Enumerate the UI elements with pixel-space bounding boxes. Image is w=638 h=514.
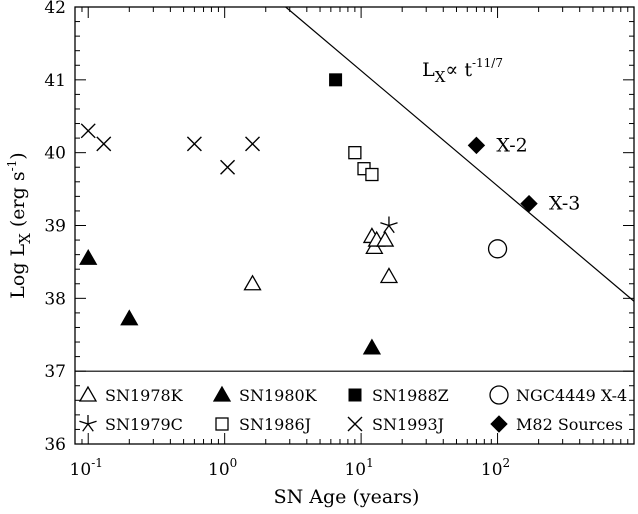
legend-marker-sn1978k — [78, 385, 98, 402]
fit-line-label: LX∝ t-11/7 — [422, 56, 503, 86]
x-tick-label: 100 — [208, 456, 237, 480]
x-tick-base: 10 — [344, 460, 366, 480]
legend: SN1978K SN1980K SN1988Z NGC4449 X-4 SN1979C S… — [78, 385, 627, 434]
plot-area — [74, 6, 635, 445]
point-sn1978k — [379, 267, 399, 284]
x-tick-label: 10-1 — [70, 456, 103, 480]
legend-label-sn1978k: SN1978K — [105, 386, 184, 405]
x-tick-label: 102 — [481, 456, 510, 480]
x-tick-exponent: 0 — [230, 456, 238, 470]
y-tick-label: 39 — [44, 217, 66, 237]
point-sn1993j — [245, 136, 261, 152]
y-label-units-exponent: -1 — [5, 160, 19, 172]
legend-item-sn1979c: SN1979C — [79, 415, 183, 434]
x-tick-base: 10 — [208, 460, 230, 480]
x-tick-exponent: 1 — [366, 456, 374, 470]
legend-marker-sn1986j — [215, 417, 229, 431]
legend-item-m82-sources: M82 Sources — [490, 415, 623, 434]
legend-marker-sn1979c — [79, 415, 97, 432]
point-sn1978k — [243, 274, 262, 291]
legend-item-sn1993j: SN1993J — [347, 415, 444, 434]
point-ngc4449-x-4 — [487, 239, 508, 259]
y-tick-label: 36 — [44, 435, 66, 455]
legend-label-sn1993j: SN1993J — [372, 415, 444, 434]
point-m82-sources — [467, 136, 486, 155]
y-tick-label: 37 — [44, 362, 66, 382]
legend-label-sn1986j: SN1986J — [239, 415, 311, 434]
point-sn1993j — [186, 136, 202, 152]
point-label: X-2 — [496, 134, 527, 156]
legend-marker-m82-sources — [490, 415, 508, 433]
legend-label-m82-sources: M82 Sources — [516, 415, 623, 434]
data-points: X-2 X-3 — [79, 73, 580, 355]
legend-label-ngc4449-x-4: NGC4449 X-4 — [516, 386, 627, 405]
y-tick-label: 41 — [44, 71, 66, 91]
x-tick-base: 10 — [70, 460, 92, 480]
axis-labels: SN Age (years)Log LX (erg s-1) — [5, 152, 419, 508]
point-sn1980k — [362, 338, 382, 355]
point-sn1993j — [96, 136, 112, 152]
y-label-units: (erg s — [7, 171, 29, 233]
fit-label-proportional: ∝ t — [445, 59, 472, 81]
y-tick-label: 42 — [44, 0, 66, 18]
point-sn1978k — [376, 230, 395, 247]
fit-line-group: LX∝ t-11/7 — [285, 6, 635, 302]
x-axis-label: SN Age (years) — [274, 486, 420, 508]
plot-frame — [74, 6, 635, 445]
legend-item-ngc4449-x-4: NGC4449 X-4 — [489, 385, 627, 405]
x-tick-exponent: 2 — [503, 456, 511, 470]
y-label-main: Log L — [7, 243, 29, 298]
fit-label-exponent: -11/7 — [472, 56, 503, 70]
legend-item-sn1986j: SN1986J — [215, 415, 311, 434]
point-sn1979c — [380, 216, 398, 234]
fit-label-subscript: X — [435, 68, 446, 86]
point-sn1986j — [365, 167, 379, 182]
point-sn1993j — [80, 123, 96, 139]
x-tick-base: 10 — [481, 460, 503, 480]
legend-item-sn1980k: SN1980K — [212, 385, 318, 405]
point-sn1980k — [79, 248, 98, 265]
y-label-subscript: X — [16, 233, 34, 244]
legend-marker-sn1988z — [348, 388, 362, 402]
point-sn1986j — [348, 146, 362, 160]
legend-item-sn1988z: SN1988Z — [348, 386, 449, 405]
fit-label-base: L — [422, 59, 435, 81]
legend-label-sn1988z: SN1988Z — [372, 386, 449, 405]
legend-marker-ngc4449-x-4 — [489, 385, 509, 405]
legend-marker-sn1993j — [347, 416, 363, 432]
y-axis-label: Log LX (erg s-1) — [5, 152, 34, 298]
fit-line — [285, 6, 635, 302]
legend-label-sn1979c: SN1979C — [105, 415, 183, 434]
legend-marker-sn1980k — [212, 385, 232, 402]
point-sn1993j — [220, 159, 236, 175]
legend-item-sn1978k: SN1978K — [78, 385, 184, 405]
legend-label-sn1980k: SN1980K — [239, 386, 318, 405]
point-sn1988z — [329, 73, 343, 87]
point-label: X-3 — [549, 193, 580, 215]
y-tick-label: 40 — [44, 144, 66, 164]
y-tick-label: 38 — [44, 289, 66, 309]
x-tick-label: 101 — [344, 456, 373, 480]
x-tick-exponent: -1 — [91, 456, 103, 470]
y-label-units-close: ) — [7, 152, 29, 159]
point-m82-sources — [520, 194, 538, 213]
point-sn1980k — [120, 309, 139, 326]
